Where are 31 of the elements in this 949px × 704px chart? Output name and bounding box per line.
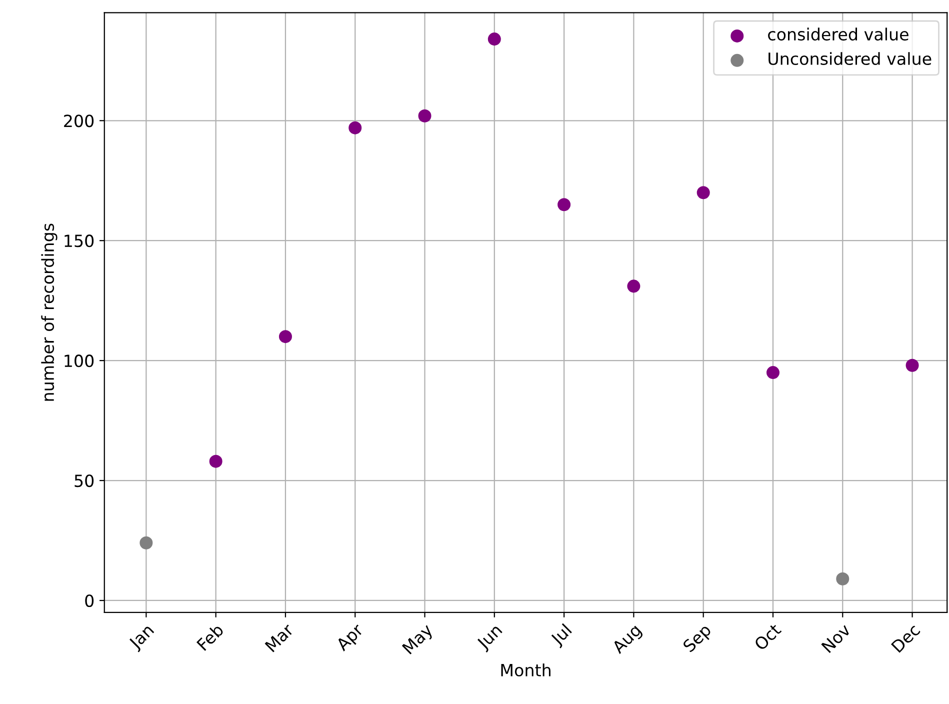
point bbox=[418, 109, 432, 122]
x-tick-label: Jul bbox=[549, 623, 574, 648]
x-axis-title: Month bbox=[501, 664, 550, 676]
x-tick-label: Jun bbox=[476, 624, 505, 653]
point bbox=[558, 198, 571, 212]
point bbox=[348, 121, 362, 134]
legend-label: considered value bbox=[768, 28, 908, 41]
point bbox=[836, 572, 850, 586]
x-tick-label: Sep bbox=[682, 623, 714, 656]
y-tick-label: 150 bbox=[64, 234, 94, 248]
x-tick-label: Mar bbox=[264, 622, 295, 652]
y-tick-label: 100 bbox=[64, 354, 94, 368]
x-tick-label: Jan bbox=[128, 624, 156, 652]
y-tick-label: 200 bbox=[64, 114, 94, 128]
point bbox=[696, 186, 710, 200]
point bbox=[766, 366, 780, 380]
x-tick-label: Apr bbox=[335, 622, 367, 654]
point bbox=[627, 280, 640, 293]
x-tick-label: Nov bbox=[821, 622, 852, 654]
point bbox=[140, 536, 153, 550]
x-tick-label: Dec bbox=[890, 623, 921, 653]
x-tick-label: Feb bbox=[196, 622, 224, 652]
point bbox=[209, 454, 222, 468]
y-tick-label: 50 bbox=[74, 474, 94, 488]
point bbox=[906, 358, 919, 372]
point bbox=[488, 32, 501, 46]
y-tick-label: 0 bbox=[85, 594, 94, 608]
x-tick-label: Oct bbox=[753, 622, 782, 652]
y-axis-title: number of recordings bbox=[41, 224, 58, 401]
point bbox=[278, 330, 292, 344]
legend-label: Unconsidered value bbox=[768, 52, 932, 66]
